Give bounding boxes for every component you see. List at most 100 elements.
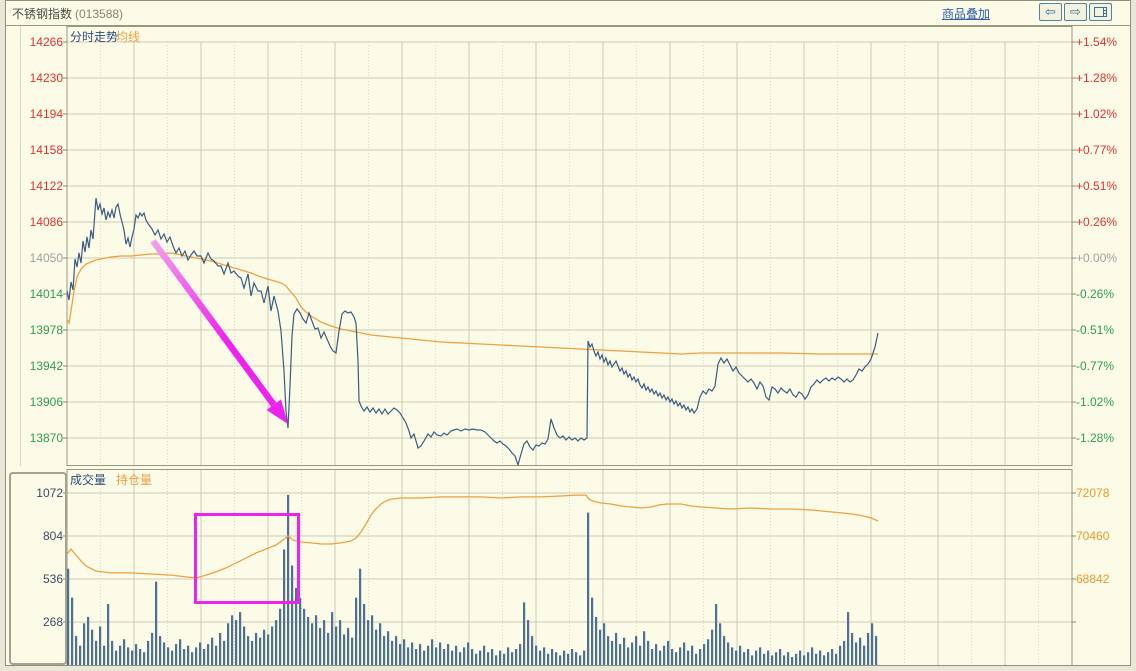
volume-bar <box>315 615 318 665</box>
volume-bar <box>819 650 822 665</box>
volume-bar <box>791 657 794 665</box>
volume-axis-label: 536 <box>42 572 63 586</box>
volume-bar <box>451 650 454 665</box>
percent-axis-label: +0.00% <box>1076 251 1118 265</box>
volume-bar <box>455 645 458 665</box>
volume-bar <box>871 623 874 665</box>
percent-axis-label: +1.02% <box>1076 107 1118 121</box>
volume-bar <box>439 642 442 665</box>
volume-bar <box>687 650 690 665</box>
open-interest-axis-label: 70460 <box>1076 529 1110 543</box>
volume-bar <box>371 615 374 665</box>
header-bar: 不锈钢指数 (013588) 商品叠加 ⇦ ⇨ <box>6 1 1130 26</box>
volume-bar <box>487 652 490 665</box>
volume-bar <box>307 616 310 665</box>
volume-bar <box>199 642 202 665</box>
volume-bar <box>323 620 326 665</box>
prev-button[interactable]: ⇦ <box>1039 3 1062 21</box>
volume-bar <box>335 626 338 665</box>
price-axis-label: 14122 <box>29 179 63 193</box>
volume-bar <box>123 639 126 665</box>
volume-bar <box>567 653 570 665</box>
volume-bar <box>711 629 714 665</box>
volume-bar <box>839 645 842 665</box>
volume-bar <box>431 639 434 665</box>
price-axis-label: 14194 <box>29 107 63 121</box>
percent-axis-label: +0.51% <box>1076 179 1118 193</box>
axis-pane-divider <box>20 26 21 466</box>
volume-bar <box>375 629 378 665</box>
volume-bar <box>311 623 314 665</box>
volume-bar <box>771 655 774 665</box>
volume-bar <box>251 640 254 665</box>
volume-bar <box>107 604 110 665</box>
volume-bar <box>111 640 114 665</box>
volume-bar <box>395 636 398 665</box>
commodity-overlay-link[interactable]: 商品叠加 <box>941 7 990 21</box>
volume-bar <box>183 649 186 665</box>
volume-bar <box>351 637 354 665</box>
volume-bar <box>683 642 686 665</box>
volume-bar <box>699 649 702 665</box>
volume-bar <box>279 608 282 665</box>
volume-bar <box>407 647 410 665</box>
price-chart-canvas[interactable] <box>6 26 1131 466</box>
volume-bar <box>135 644 138 665</box>
volume-bar <box>483 645 486 665</box>
volume-bar <box>515 649 518 665</box>
volume-bar <box>843 640 846 665</box>
volume-bar <box>327 632 330 665</box>
volume-bar <box>67 568 70 665</box>
volume-bar <box>643 631 646 665</box>
volume-bar <box>527 620 530 665</box>
volume-axis-label: 268 <box>42 615 63 629</box>
split-view-button[interactable] <box>1089 3 1112 21</box>
volume-bar <box>867 632 870 665</box>
volume-bar <box>559 655 562 665</box>
volume-bar <box>591 597 594 665</box>
instrument-name: 不锈钢指数 <box>12 7 73 21</box>
volume-bar <box>551 649 554 665</box>
volume-bar <box>607 636 610 665</box>
volume-bar <box>227 623 230 665</box>
volume-bar <box>767 650 770 665</box>
volume-bar <box>727 642 730 665</box>
volume-bar <box>807 652 810 665</box>
volume-bar <box>731 647 734 665</box>
indicator-label-volume: 成交量 <box>70 473 107 487</box>
volume-bar <box>751 655 754 665</box>
volume-bar <box>639 645 642 665</box>
volume-bar <box>383 636 386 665</box>
volume-bar <box>631 642 634 665</box>
volume-bar <box>507 647 510 665</box>
volume-bar <box>163 642 166 665</box>
volume-bar <box>667 640 670 665</box>
volume-bar <box>671 649 674 665</box>
price-axis-label: 14014 <box>29 287 63 301</box>
percent-axis-label: -0.77% <box>1076 359 1115 373</box>
volume-chart-canvas[interactable] <box>6 469 1131 666</box>
price-axis-label: 14086 <box>29 215 63 229</box>
volume-bar <box>647 640 650 665</box>
right-arrow-icon: ⇨ <box>1070 4 1081 19</box>
volume-axis-box <box>9 472 67 665</box>
volume-bar <box>263 629 266 665</box>
price-axis-label: 14230 <box>29 71 63 85</box>
volume-bar <box>435 647 438 665</box>
volume-bar <box>563 650 566 665</box>
volume-bar <box>399 644 402 665</box>
volume-bar <box>83 623 86 665</box>
volume-bar <box>223 640 226 665</box>
volume-bar <box>747 649 750 665</box>
volume-bar <box>343 634 346 665</box>
percent-axis-label: -0.51% <box>1076 323 1115 337</box>
percent-axis-label: -0.26% <box>1076 287 1115 301</box>
annotation-rectangle <box>194 513 300 604</box>
volume-bar <box>823 655 826 665</box>
next-button[interactable]: ⇨ <box>1064 3 1087 21</box>
chart-window: 不锈钢指数 (013588) 商品叠加 ⇦ ⇨ 分时走势 均线 成交量 持仓量 1… <box>5 0 1131 666</box>
volume-bar <box>363 604 366 665</box>
volume-bar <box>419 644 422 665</box>
price-axis-label: 13870 <box>29 431 63 445</box>
price-axis-label: 13942 <box>29 359 63 373</box>
